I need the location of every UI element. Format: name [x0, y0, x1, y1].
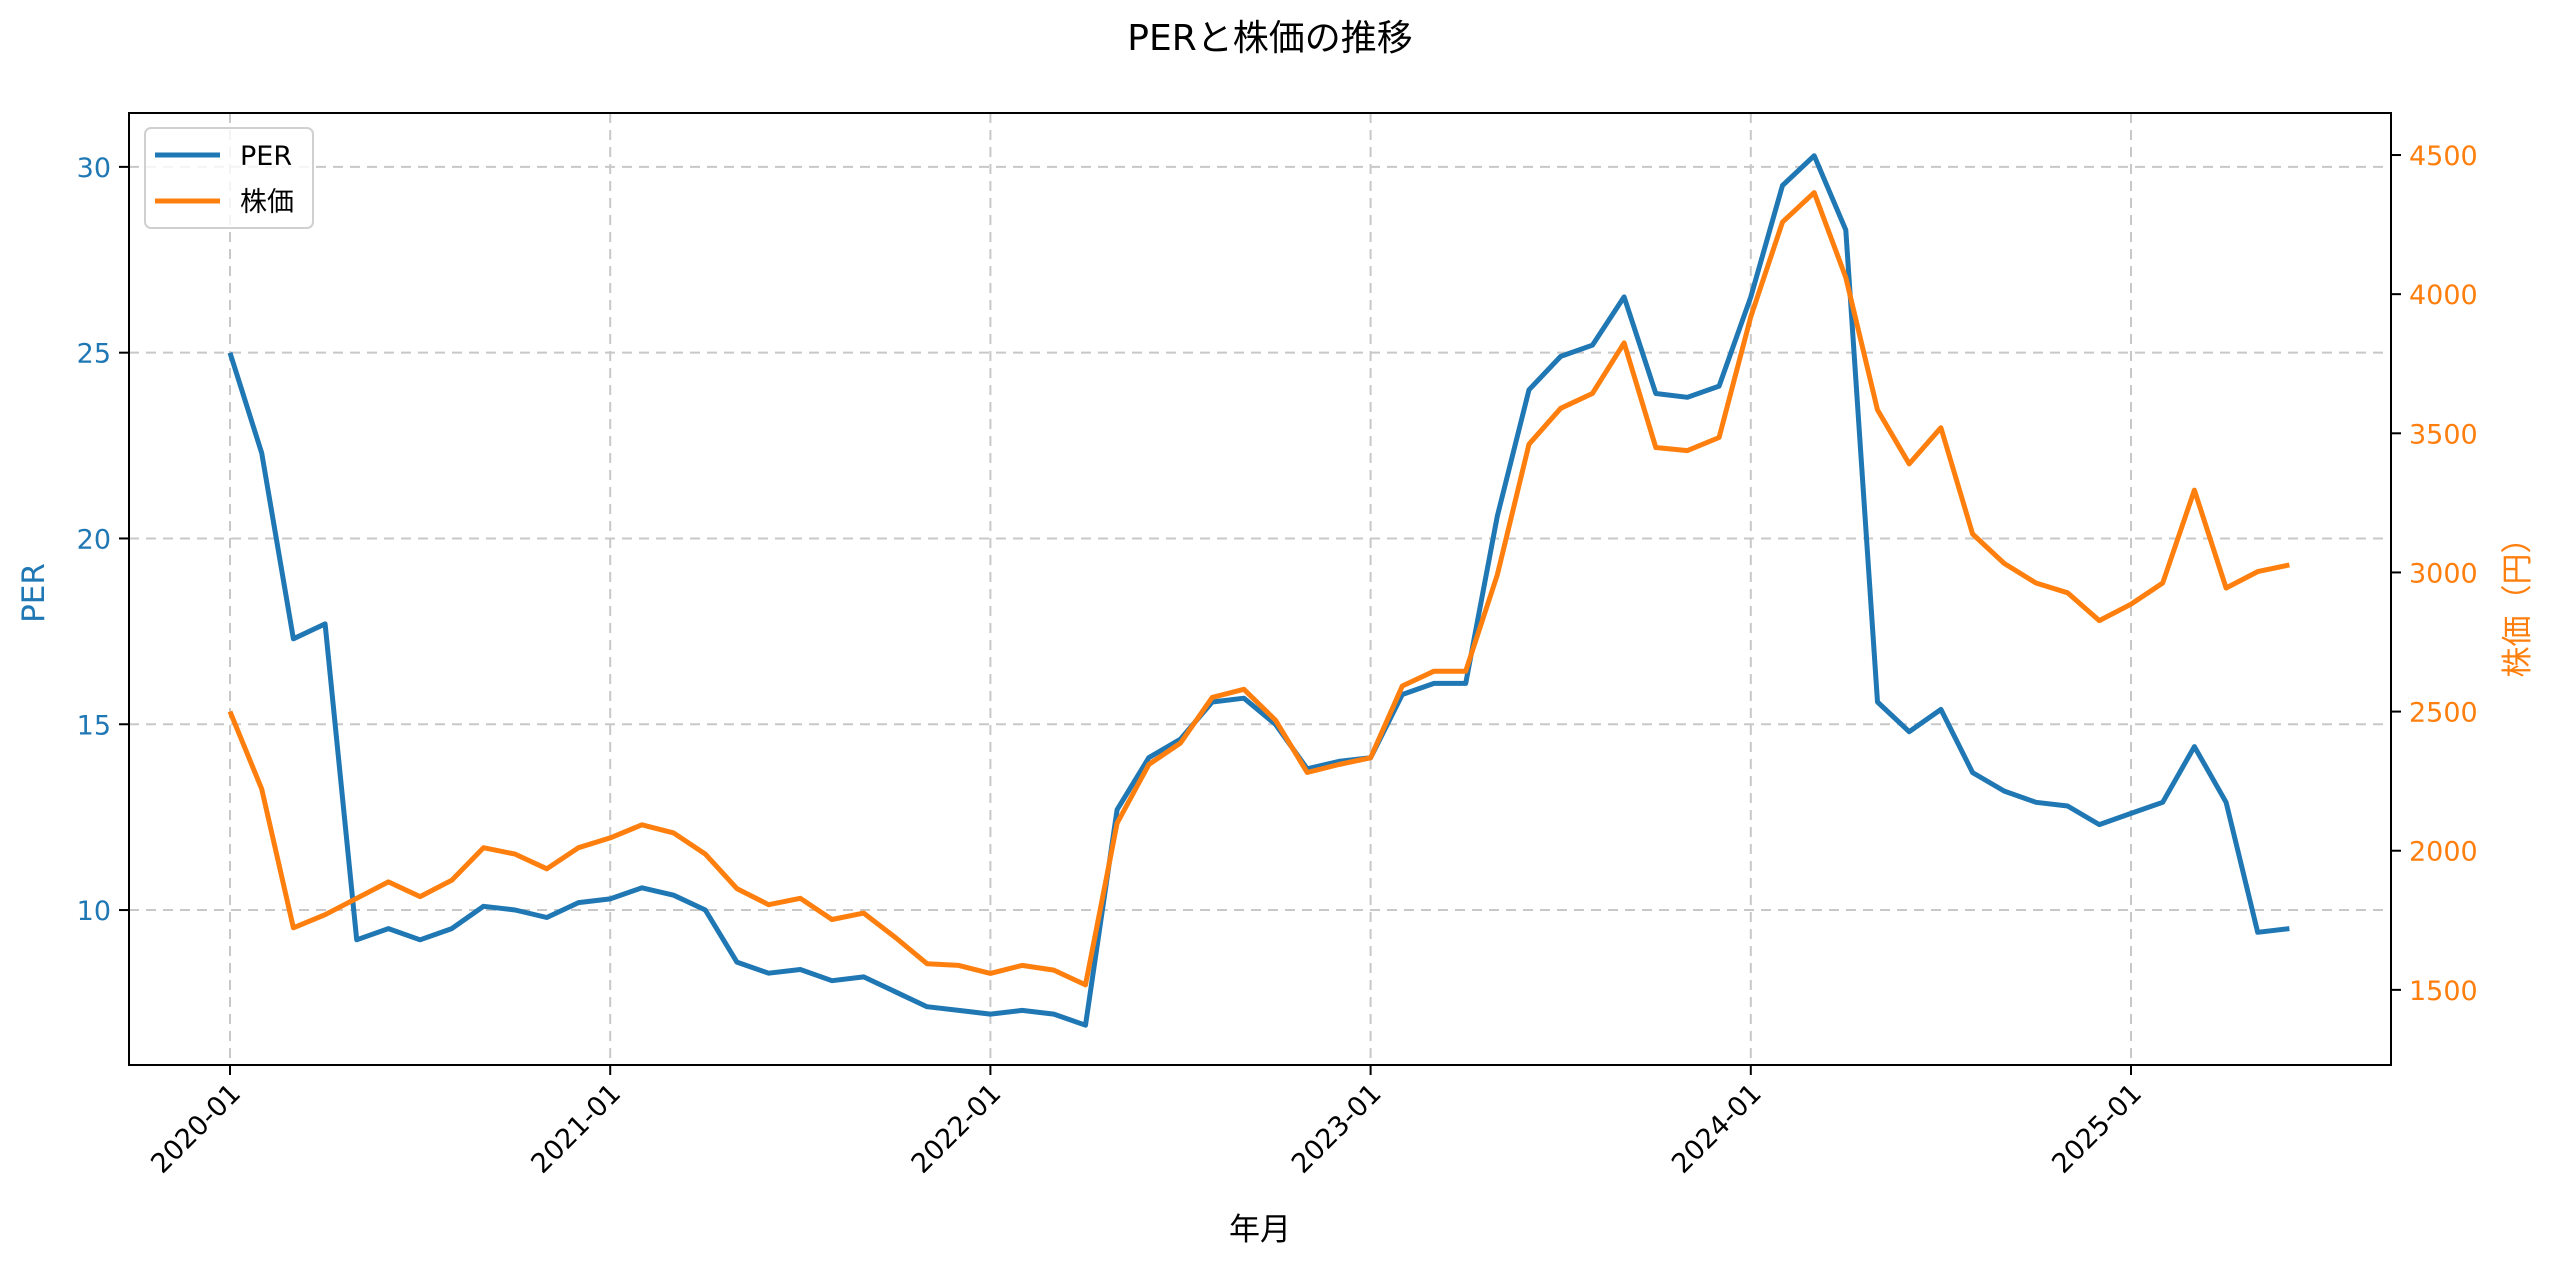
right-y-axis: 1500 2000 2500 3000 3500 4000 4500	[2391, 141, 2478, 1007]
x-tick-label: 2025-01	[2046, 1078, 2148, 1180]
x-tick-label: 2024-01	[1666, 1078, 1768, 1180]
left-axis-title: PER	[16, 563, 52, 623]
x-tick-label: 2021-01	[525, 1078, 627, 1180]
chart-title: PERと株価の推移	[1127, 18, 1412, 59]
right-tick-label: 2500	[2409, 698, 2478, 729]
left-tick-label: 30	[77, 153, 111, 184]
left-tick-label: 25	[77, 339, 111, 370]
right-axis-title: 株価（円）	[2500, 523, 2536, 678]
x-tick-label: 2023-01	[1286, 1078, 1388, 1180]
x-axis: 2020-01 2021-01 2022-01 2023-01 2024-01 2025-…	[145, 1065, 2148, 1180]
left-tick-label: 10	[77, 896, 111, 927]
left-y-axis: 10 15 20 25 30	[77, 153, 129, 927]
right-tick-label: 4500	[2409, 141, 2478, 172]
series-lines	[227, 153, 2290, 1028]
left-tick-label: 20	[77, 524, 111, 555]
legend-label-price: 株価	[240, 187, 294, 218]
left-tick-label: 15	[77, 710, 111, 741]
legend: PER 株価	[144, 127, 314, 229]
price-series-line	[227, 190, 2290, 988]
legend-label-per: PER	[240, 141, 292, 172]
right-tick-label: 3500	[2409, 419, 2478, 450]
right-tick-label: 3000	[2409, 558, 2478, 589]
per-series-line	[227, 153, 2290, 1028]
plot-area-frame	[128, 112, 2392, 1066]
x-tick-label: 2020-01	[145, 1078, 247, 1180]
right-tick-label: 4000	[2409, 280, 2478, 311]
right-tick-label: 1500	[2409, 976, 2478, 1007]
x-axis-title: 年月	[1229, 1212, 1291, 1248]
right-tick-label: 2000	[2409, 837, 2478, 868]
x-tick-label: 2022-01	[906, 1078, 1008, 1180]
